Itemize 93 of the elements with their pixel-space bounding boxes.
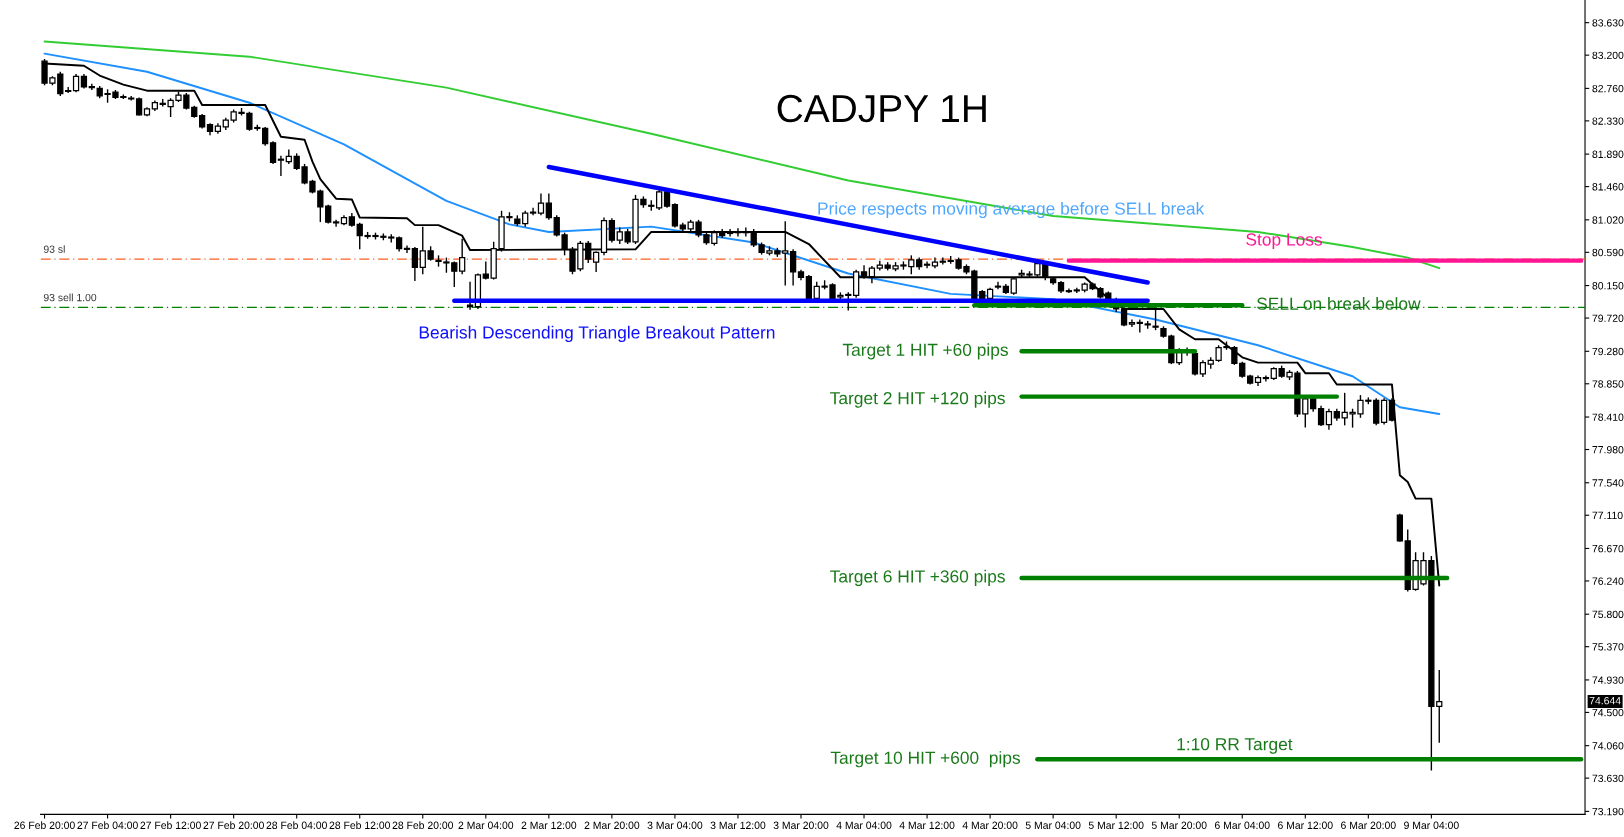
candlestick	[671, 202, 679, 229]
candlestick	[72, 73, 80, 93]
candlestick	[1325, 408, 1333, 431]
y-tick-label: 80.150	[1592, 282, 1624, 290]
candlestick	[1262, 374, 1270, 383]
y-tick-label: 76.240	[1592, 577, 1624, 585]
x-tick-label: 2 Mar 12:00	[521, 821, 577, 829]
ref-line-label: 93 sl	[43, 245, 65, 253]
x-tick-label: 27 Feb 20:00	[203, 821, 264, 829]
y-tick-label: 79.280	[1592, 347, 1624, 356]
y-tick-label: 81.460	[1592, 183, 1624, 191]
annotation: Bearish Descending Triangle Breakout Pattern	[419, 325, 775, 343]
x-tick-label: 28 Feb 20:00	[392, 821, 454, 829]
y-tick-label: 79.720	[1592, 314, 1624, 322]
y-tick-label: 75.370	[1592, 643, 1624, 651]
y-tick-label: 78.410	[1592, 413, 1624, 421]
x-tick-label: 4 Mar 12:00	[899, 821, 955, 829]
candlestick	[726, 228, 734, 238]
candlestick	[482, 260, 489, 281]
candlestick	[1136, 318, 1143, 334]
x-tick-label: 5 Mar 20:00	[1151, 821, 1207, 829]
candlestick	[411, 246, 419, 282]
candlestick	[537, 192, 545, 217]
line-series	[43, 40, 1441, 270]
candlestick	[608, 217, 616, 244]
line-series	[43, 52, 1441, 415]
y-tick-label: 81.890	[1592, 150, 1624, 158]
y-tick-label: 74.930	[1592, 676, 1624, 684]
annotation: Target 1 HIT +60 pips	[842, 343, 1008, 360]
y-tick-label: 83.630	[1592, 19, 1624, 27]
x-tick-label: 6 Mar 12:00	[1278, 821, 1333, 829]
x-tick-label: 3 Mar 12:00	[710, 821, 766, 829]
y-tick-label: 73.630	[1592, 774, 1624, 783]
annotation: Target 6 HIT +360 pips	[830, 569, 1005, 587]
text: 74.644	[1589, 696, 1621, 705]
y-tick-label: 76.670	[1592, 544, 1624, 553]
annotation: SELL on break below	[1256, 297, 1421, 310]
x-tick-label: 4 Mar 20:00	[962, 821, 1018, 829]
candlestick	[734, 227, 742, 238]
candlestick	[403, 244, 411, 254]
x-tick-label: 27 Feb 04:00	[77, 821, 138, 829]
candlestick	[1388, 397, 1396, 423]
candlestick	[656, 187, 663, 211]
y-tick-label: 82.760	[1592, 84, 1624, 93]
y-tick-label: 77.540	[1592, 479, 1624, 487]
x-tick-label: 6 Mar 20:00	[1341, 821, 1396, 829]
x-tick-label: 28 Feb 12:00	[329, 821, 391, 829]
y-tick-label: 77.110	[1592, 511, 1623, 520]
y-tick-label: 73.190	[1592, 807, 1624, 816]
y-tick-label: 83.200	[1592, 51, 1624, 60]
candlestick	[1152, 308, 1159, 331]
candlestick	[135, 96, 143, 117]
candlestick	[592, 250, 600, 273]
x-tick-label: 3 Mar 04:00	[647, 821, 703, 829]
candlestick	[853, 269, 860, 299]
x-tick-label: 2 Mar 20:00	[584, 821, 640, 829]
y-tick-label: 81.020	[1592, 216, 1624, 224]
x-tick-label: 9 Mar 04:00	[1404, 821, 1459, 829]
annotation: Target 10 HIT +600 pips	[830, 751, 1021, 768]
candlestick	[545, 192, 552, 221]
x-tick-label: 5 Mar 12:00	[1088, 821, 1144, 829]
candlestick	[742, 226, 749, 238]
candlestick	[1317, 404, 1325, 427]
y-tick-label: 82.330	[1592, 117, 1624, 125]
candlestick	[88, 83, 95, 91]
y-tick-label: 74.500	[1592, 708, 1624, 717]
x-tick-label: 3 Mar 20:00	[773, 821, 829, 829]
x-tick-label: 26 Feb 20:00	[14, 821, 75, 829]
annotation: Target 2 HIT +120 pips	[830, 391, 1005, 408]
candlestick	[1380, 397, 1388, 426]
candlestick	[789, 248, 797, 287]
ref-line-label: 93 sell 1.00	[43, 293, 97, 302]
annotation: 1:10 RR Target	[1177, 738, 1293, 754]
candlestick	[262, 126, 269, 147]
text: CADJPY 1H	[777, 94, 986, 123]
x-tick-label: 4 Mar 04:00	[836, 821, 892, 829]
y-tick-label: 77.980	[1592, 446, 1624, 454]
y-tick-label: 75.800	[1592, 610, 1624, 619]
candlestick	[277, 154, 285, 177]
candlestick	[459, 238, 466, 275]
x-tick-label: 5 Mar 04:00	[1025, 821, 1081, 829]
candlestick	[65, 86, 72, 94]
y-tick-label: 78.850	[1592, 380, 1624, 388]
y-tick-label: 74.060	[1592, 742, 1624, 750]
x-tick-label: 27 Feb 12:00	[140, 821, 201, 829]
x-tick-label: 6 Mar 04:00	[1214, 821, 1270, 829]
candlestick	[805, 274, 813, 301]
candlestick	[994, 281, 1002, 291]
x-tick-label: 28 Feb 04:00	[266, 821, 327, 829]
x-tick-label: 2 Mar 04:00	[458, 821, 514, 829]
candlestick	[923, 260, 931, 269]
candlestick	[269, 140, 277, 165]
y-tick-label: 80.590	[1592, 248, 1624, 257]
